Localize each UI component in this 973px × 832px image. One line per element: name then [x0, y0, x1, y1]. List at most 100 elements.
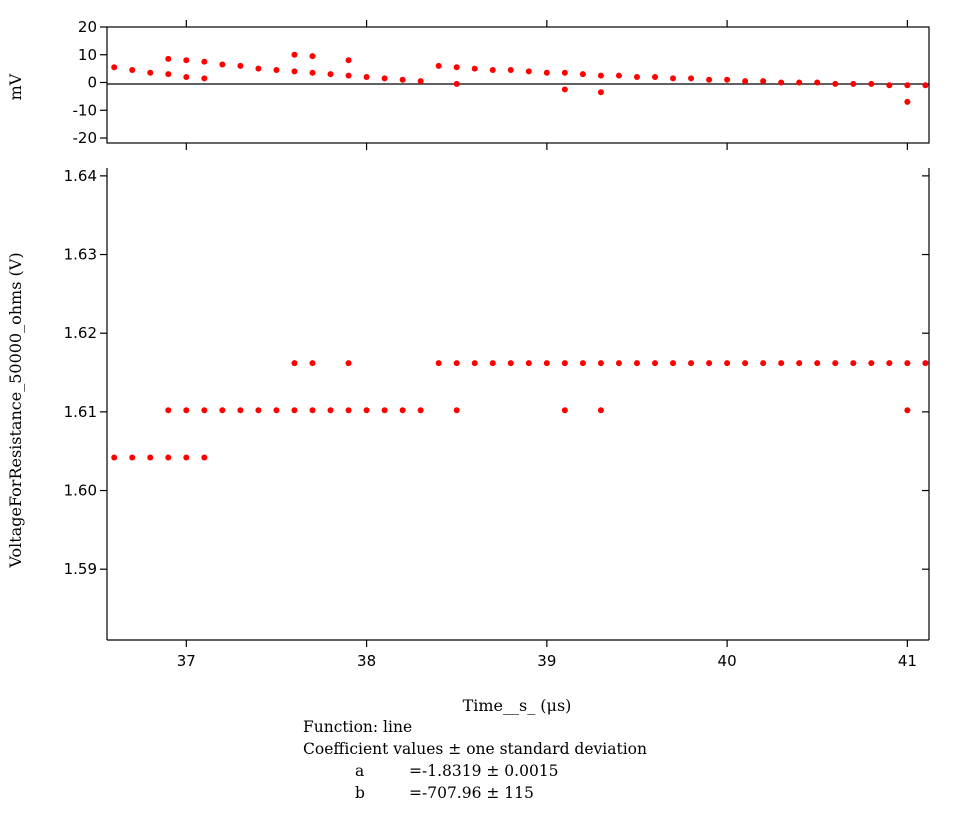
data-point: [111, 454, 118, 461]
coefficient-value: =-707.96 ± 115: [409, 784, 534, 802]
data-point: [652, 360, 658, 367]
data-point: [832, 360, 839, 367]
x-tick-label: 38: [357, 652, 376, 670]
residual-point: [201, 75, 208, 82]
data-point: [561, 407, 568, 414]
residual-y-tick-label: 10: [78, 46, 97, 64]
x-tick-label: 41: [898, 652, 917, 670]
data-point: [904, 360, 911, 367]
residual-point: [165, 55, 172, 62]
residual-y-tick-label: -20: [73, 129, 98, 147]
residual-point: [453, 80, 460, 87]
y-tick-label: 1.62: [64, 324, 97, 342]
data-point: [561, 360, 568, 367]
residual-point: [309, 69, 316, 76]
y-tick-label: 1.64: [64, 167, 97, 185]
data-point: [453, 360, 460, 367]
residual-point: [183, 57, 190, 64]
data-point: [327, 407, 334, 414]
y-tick-label: 1.63: [64, 246, 97, 264]
residual-point: [904, 98, 911, 105]
x-axis-label: Time__s_ (μs): [463, 696, 572, 715]
data-point: [525, 360, 532, 367]
data-point: [922, 360, 929, 367]
residual-point: [561, 86, 568, 93]
fit-header: Coefficient values ± one standard deviat…: [303, 740, 647, 758]
data-point: [435, 360, 442, 367]
data-point: [543, 360, 550, 367]
residual-point: [309, 53, 316, 60]
data-point: [309, 407, 316, 414]
y-tick-label: 1.60: [64, 482, 97, 500]
data-point: [597, 360, 604, 367]
residual-point: [489, 67, 496, 74]
residual-point: [742, 78, 749, 85]
data-point: [489, 360, 496, 367]
data-point: [796, 360, 803, 367]
y-axis-label: VoltageForResistance_50000_ohms (V): [6, 252, 25, 568]
residual-point: [922, 82, 929, 89]
coefficient-name: a: [355, 762, 365, 780]
residual-point: [597, 89, 604, 96]
data-point: [579, 360, 586, 367]
residual-y-axis-label: mV: [6, 73, 25, 100]
data-point: [363, 407, 370, 414]
residual-point: [363, 73, 370, 80]
x-tick-label: 40: [718, 652, 737, 670]
data-point: [219, 407, 226, 414]
residual-point: [832, 80, 839, 87]
data-point: [237, 407, 244, 414]
residual-plot-frame: [106, 26, 930, 144]
data-point: [147, 454, 154, 461]
coefficient-row: a =-1.8319 ± 0.0015: [303, 760, 647, 782]
residual-point: [796, 79, 803, 86]
residual-point: [273, 67, 280, 74]
residual-point: [381, 75, 388, 82]
data-point: [345, 407, 352, 414]
residual-point: [435, 62, 442, 69]
data-point: [868, 360, 875, 367]
data-point: [291, 407, 298, 414]
residual-point: [201, 58, 208, 65]
residual-point: [399, 76, 406, 83]
residual-y-tick-label: -10: [73, 101, 98, 119]
residual-point: [904, 82, 911, 89]
residual-point: [507, 67, 514, 74]
residual-point: [327, 71, 334, 78]
residual-point: [868, 80, 875, 87]
residual-point: [670, 75, 677, 82]
residual-point: [345, 72, 352, 79]
residual-point: [706, 76, 713, 83]
residual-point: [453, 64, 460, 71]
residual-point: [237, 62, 244, 69]
coefficient-name: b: [355, 784, 365, 802]
residual-point: [850, 80, 857, 87]
residual-y-tick-label: 20: [78, 18, 97, 36]
residual-point: [255, 65, 262, 72]
residual-panel: 20 10 0 -10 -20 mV: [6, 18, 930, 147]
data-point: [183, 407, 190, 414]
residual-point: [688, 75, 695, 82]
data-point: [273, 407, 280, 414]
data-point: [724, 360, 731, 367]
data-point: [183, 454, 190, 461]
residual-point: [417, 78, 424, 85]
data-point: [706, 360, 713, 367]
residual-point: [165, 71, 172, 78]
residual-point: [597, 72, 604, 79]
residual-point: [633, 73, 640, 80]
y-tick-label: 1.61: [64, 403, 97, 421]
data-point: [381, 407, 388, 414]
residual-point: [814, 79, 821, 86]
data-point: [615, 360, 622, 367]
residual-point: [724, 76, 731, 83]
data-point: [291, 360, 298, 367]
data-point: [345, 360, 352, 367]
data-point: [742, 360, 749, 367]
data-point: [165, 407, 172, 414]
residual-point: [543, 69, 550, 76]
x-tick-label: 39: [537, 652, 556, 670]
fit-results: Function: line Coefficient values ± one …: [303, 716, 647, 804]
residual-point: [652, 73, 658, 80]
